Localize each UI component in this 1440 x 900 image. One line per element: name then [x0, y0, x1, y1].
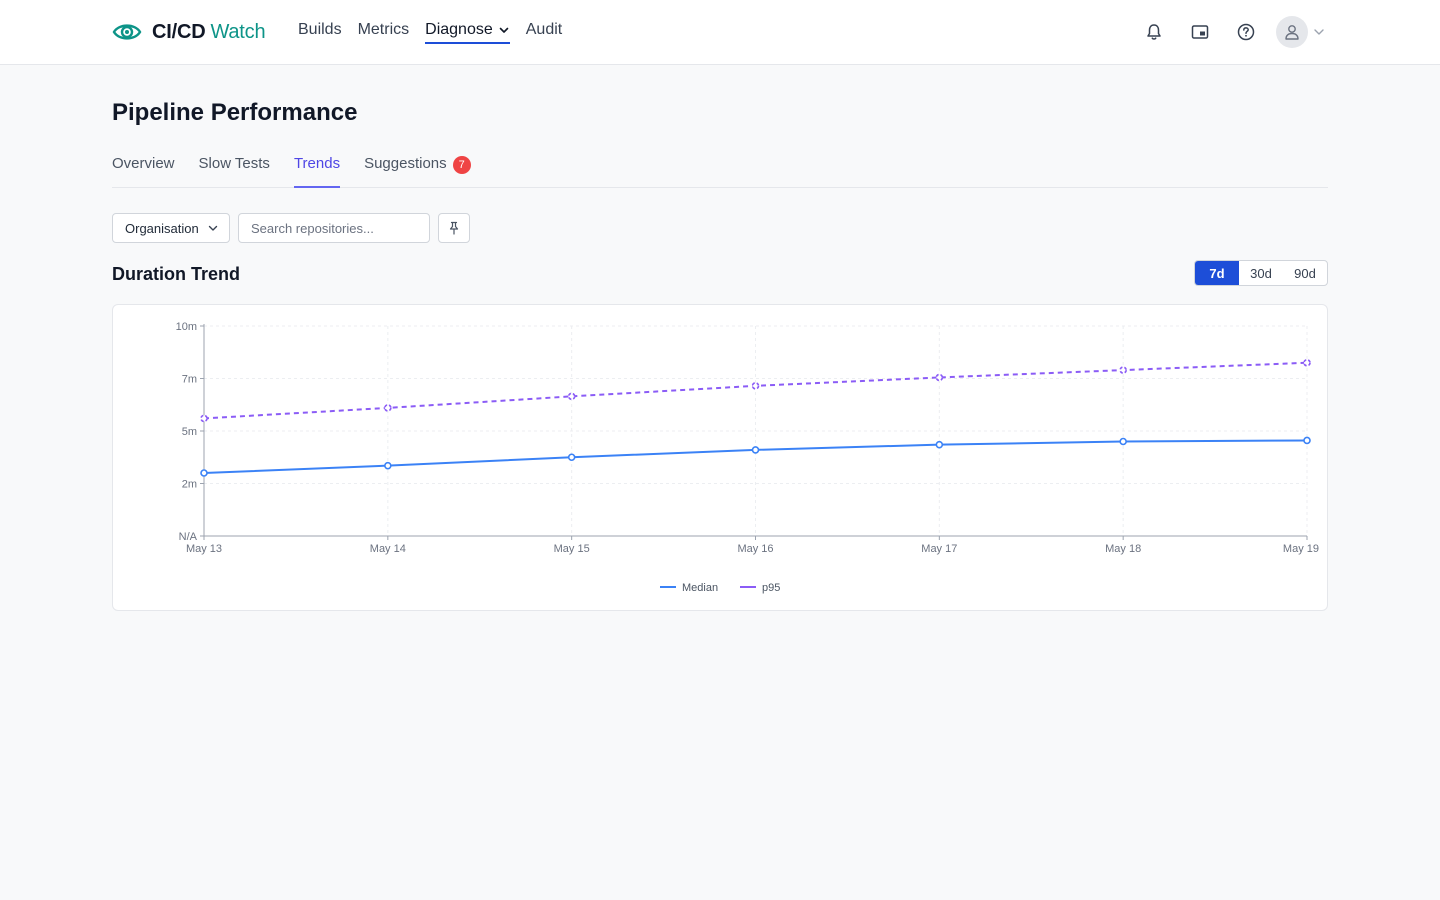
organisation-select-value: Organisation	[125, 220, 199, 236]
app-name-bold: CI/CD	[152, 20, 206, 43]
chevron-down-icon	[1314, 29, 1324, 35]
nav-diagnose-label: Diagnose	[425, 21, 493, 38]
data-point-p95	[1119, 366, 1127, 374]
data-point-p95	[751, 382, 760, 390]
suggestions-count-badge: 7	[452, 156, 471, 174]
legend-label-p95: p95	[762, 582, 780, 594]
data-point-p95	[384, 404, 392, 412]
data-point-median	[200, 469, 208, 477]
tab-suggestions-label: Suggestions	[364, 155, 447, 172]
chart-section-title: Duration Trend	[112, 264, 241, 284]
repository-search-input[interactable]	[238, 213, 430, 243]
x-tick-label: May 14	[370, 543, 406, 555]
x-tick-label: May 15	[554, 543, 590, 555]
app-name: CI/CD Watch	[152, 20, 266, 44]
data-point-median	[1119, 437, 1127, 446]
y-tick-label: 5m	[182, 426, 197, 438]
tab-bar: Overview Slow Tests Trends Suggestions 7	[112, 143, 1328, 188]
x-tick-label: May 18	[1105, 543, 1141, 555]
x-tick-label: May 19	[1283, 543, 1319, 555]
tab-overview[interactable]: Overview	[112, 143, 175, 187]
tab-slow-tests[interactable]: Slow Tests	[199, 143, 270, 187]
tab-trends-label: Trends	[293, 155, 341, 172]
nav-audit-label: Audit	[525, 21, 563, 38]
nav-metrics-label: Metrics	[357, 21, 410, 38]
chevron-down-icon	[208, 225, 217, 231]
y-tick-label: 7m	[182, 374, 197, 386]
help-circle-icon[interactable]	[1234, 20, 1258, 44]
time-range-toggle: 7d 30d 90d	[1194, 260, 1328, 286]
nav-builds-label: Builds	[298, 21, 342, 38]
avatar	[1276, 16, 1308, 48]
y-tick-label: N/A	[179, 531, 198, 543]
eye-logo-icon	[112, 24, 142, 40]
tab-trends[interactable]: Trends	[293, 143, 341, 188]
range-90d-button[interactable]: 90d	[1294, 265, 1316, 281]
x-tick-label: May 17	[921, 543, 957, 555]
nav-metrics[interactable]: Metrics	[358, 0, 410, 64]
data-point-p95	[200, 414, 208, 423]
y-tick-label: 10m	[176, 321, 197, 333]
chevron-down-icon	[499, 27, 509, 33]
data-point-median	[1303, 436, 1311, 445]
user-icon	[1285, 25, 1299, 40]
main-nav: Builds Metrics Diagnose Audit	[298, 0, 578, 64]
chart-card: N/A 2m 5m 7m 10m May 13 May 14 May 15 May 16 May …	[112, 304, 1328, 611]
tab-overview-label: Overview	[112, 155, 175, 172]
bell-icon[interactable]	[1142, 20, 1166, 44]
app-name-light: Watch	[210, 20, 266, 43]
pin-button[interactable]	[438, 213, 470, 243]
legend-label-median: Median	[682, 582, 718, 594]
top-navigation-bar: CI/CD Watch Builds Metrics Diagnose Audit	[0, 0, 1440, 65]
range-30d-button[interactable]: 30d	[1250, 265, 1272, 281]
tab-slow-tests-label: Slow Tests	[198, 155, 270, 172]
filter-bar: Organisation	[112, 213, 470, 243]
page-title: Pipeline Performance	[112, 99, 358, 126]
duration-trend-chart: N/A 2m 5m 7m 10m May 13 May 14 May 15 May 16 May …	[176, 321, 1319, 594]
user-menu[interactable]	[1276, 16, 1326, 48]
x-tick-label: May 13	[186, 543, 222, 555]
nav-builds[interactable]: Builds	[298, 0, 342, 64]
nav-audit[interactable]: Audit	[526, 0, 562, 64]
y-tick-label: 2m	[182, 479, 197, 491]
organisation-select[interactable]: Organisation	[112, 213, 230, 243]
data-point-median	[384, 461, 392, 470]
data-point-p95	[567, 392, 576, 401]
pin-icon	[449, 221, 459, 235]
data-point-median	[751, 446, 760, 454]
x-tick-label: May 16	[737, 543, 773, 555]
nav-diagnose[interactable]: Diagnose	[425, 0, 510, 64]
tab-suggestions[interactable]: Suggestions 7	[364, 143, 471, 187]
range-7d-button[interactable]: 7d	[1195, 261, 1239, 285]
data-point-p95	[1303, 358, 1311, 367]
data-point-median	[935, 440, 944, 449]
series-line-median	[203, 439, 1308, 474]
data-point-median	[567, 453, 576, 462]
data-point-p95	[935, 373, 944, 382]
picture-in-picture-icon[interactable]	[1188, 20, 1212, 44]
app-logo[interactable]: CI/CD Watch	[112, 18, 266, 46]
